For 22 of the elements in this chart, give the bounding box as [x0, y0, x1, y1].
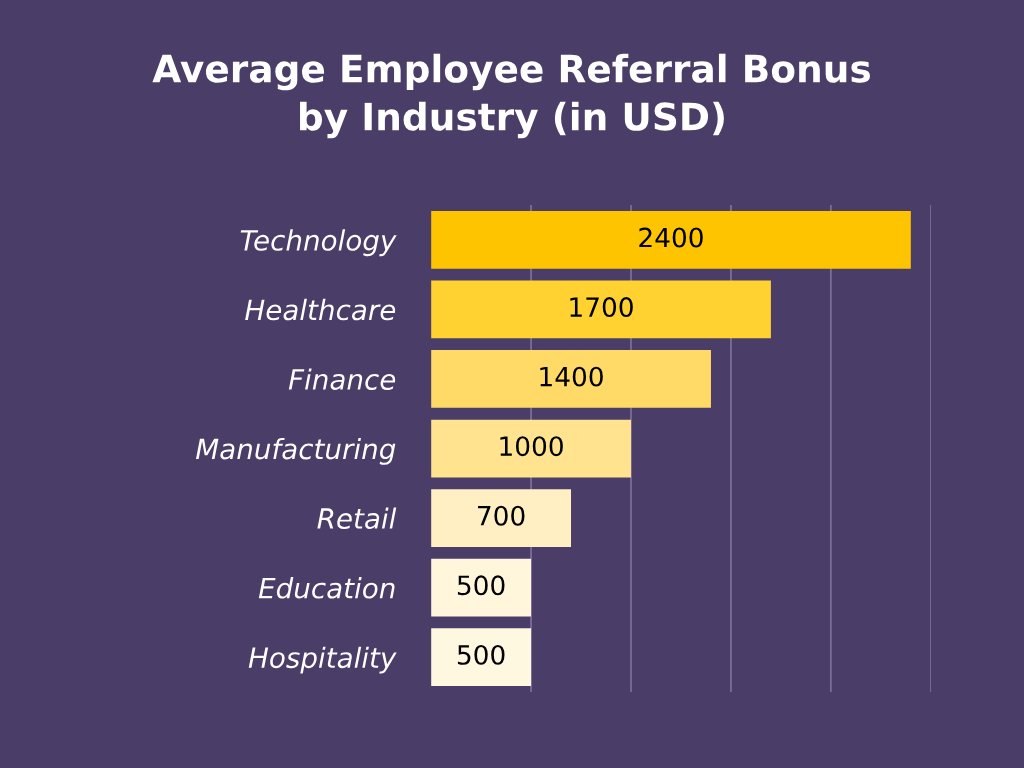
- y-tick-label: Retail: [317, 507, 397, 530]
- y-tick-label: Hospitality: [248, 646, 397, 674]
- bar: [431, 419, 631, 478]
- data-label: 1400: [540, 366, 603, 387]
- y-tick-label: Education: [258, 577, 395, 599]
- data-label: 500: [457, 575, 505, 596]
- bar: [431, 210, 911, 269]
- y-tick-label: Finance: [288, 368, 396, 390]
- data-label: 2400: [639, 227, 703, 248]
- y-tick-label: Manufacturing: [195, 437, 396, 465]
- bar: [431, 350, 711, 408]
- bar: [431, 489, 572, 547]
- bar: [431, 628, 532, 687]
- data-label: 500: [457, 644, 505, 665]
- data-label: 1700: [570, 297, 633, 318]
- data-label: 1000: [500, 436, 563, 457]
- y-tick-label: Technology: [240, 229, 397, 257]
- chart-title: Average Employee Referral Bonus by Industry (in USD): [152, 53, 870, 139]
- bar: [431, 558, 532, 617]
- y-tick-label: Healthcare: [245, 298, 396, 321]
- data-label: 700: [478, 505, 525, 526]
- bar: [431, 280, 771, 339]
